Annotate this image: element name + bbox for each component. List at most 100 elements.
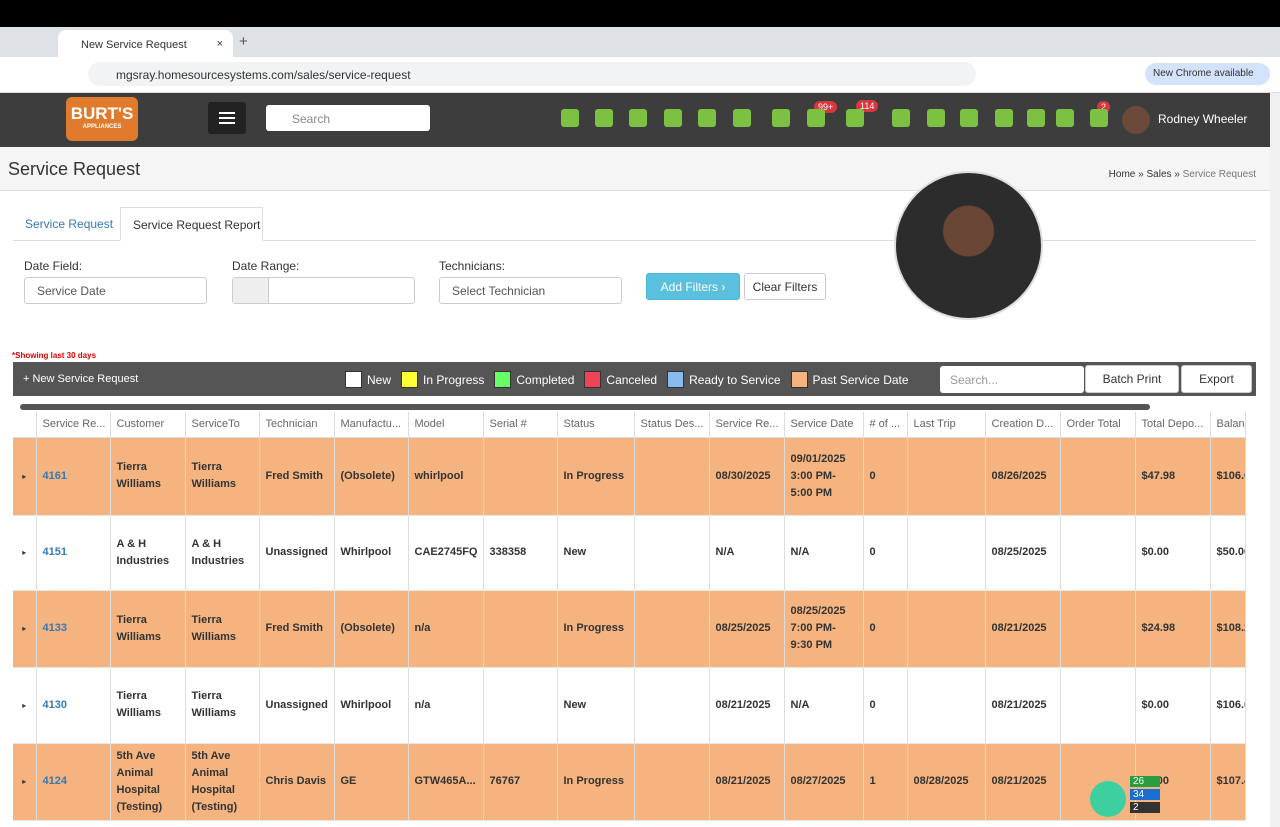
nav-icon[interactable] <box>927 109 945 127</box>
h-scrollbar[interactable] <box>20 404 1150 410</box>
menu-button[interactable] <box>208 102 246 134</box>
nav-icon[interactable] <box>995 109 1013 127</box>
tab-title: New Service Request <box>81 39 187 51</box>
request-link[interactable]: 4130 <box>36 667 111 744</box>
timer-widget[interactable] <box>1090 781 1126 817</box>
nav-icon[interactable] <box>960 109 978 127</box>
nav-icon[interactable] <box>1090 109 1108 127</box>
column-header[interactable]: ServiceTo <box>185 412 260 438</box>
button-text: Add Filters <box>660 279 718 294</box>
update-chip[interactable]: New Chrome available <box>1145 63 1270 85</box>
nav-icon[interactable] <box>561 109 579 127</box>
legend-item: Canceled <box>584 371 657 388</box>
column-header[interactable]: Order Total <box>1060 412 1136 438</box>
cell: 1 <box>863 743 908 821</box>
url-field[interactable]: mgsray.homesourcesystems.com/sales/servi… <box>88 62 976 86</box>
user-name[interactable]: Rodney Wheeler <box>1158 112 1248 126</box>
nav-icon[interactable] <box>595 109 613 127</box>
logo[interactable]: BURT'S APPLIANCES <box>66 97 138 141</box>
nav-icon[interactable] <box>807 109 825 127</box>
new-tab[interactable]: + <box>239 33 248 50</box>
nav-icon[interactable] <box>698 109 716 127</box>
nav-icon[interactable] <box>1056 109 1074 127</box>
expand-toggle[interactable]: ▸ <box>13 515 37 591</box>
column-header[interactable]: Serial # <box>483 412 558 438</box>
column-header[interactable]: Last Trip <box>907 412 986 438</box>
cell: Tierra Williams <box>185 667 260 744</box>
cell: Tierra Williams <box>110 590 186 668</box>
batch-print[interactable]: Batch Print <box>1085 365 1179 393</box>
cell: $0.00 <box>1135 515 1211 591</box>
expand-toggle[interactable]: ▸ <box>13 437 37 516</box>
grid-search[interactable]: Search... <box>940 366 1084 393</box>
cell <box>634 437 710 516</box>
crumb[interactable]: Sales <box>1146 169 1172 180</box>
new-request[interactable]: + New Service Request <box>23 373 139 385</box>
column-header[interactable]: Total Depo... <box>1135 412 1211 438</box>
column-header[interactable]: Service Re... <box>36 412 111 438</box>
cell <box>634 515 710 591</box>
date-field-select[interactable]: Service Date <box>24 277 207 304</box>
column-header[interactable]: Model <box>408 412 484 438</box>
expand-toggle[interactable]: ▸ <box>13 590 37 668</box>
crumb[interactable]: Home <box>1108 169 1136 180</box>
nav-icon[interactable] <box>664 109 682 127</box>
cell: GTW465A... <box>408 743 484 821</box>
nav-icon[interactable] <box>846 109 864 127</box>
technician-select[interactable]: Select Technician <box>439 277 622 304</box>
count[interactable]: 2 <box>1130 802 1160 813</box>
grid-row: ▸ 4151 A & H Industries A & H Industries Una… <box>13 515 1246 591</box>
cell: n/a <box>408 590 484 668</box>
column-header[interactable]: Creation D... <box>985 412 1061 438</box>
browser-tab[interactable]: New Service Request × <box>58 30 233 57</box>
legend-swatch <box>401 371 419 388</box>
request-link[interactable]: 4151 <box>36 515 111 591</box>
clear-filters[interactable]: Clear Filters <box>744 273 826 300</box>
nav-icon[interactable] <box>733 109 751 127</box>
cell: Chris Davis <box>259 743 335 821</box>
nav-icon[interactable] <box>1027 109 1045 127</box>
cell: New <box>557 667 635 744</box>
cell: 08/21/2025 <box>709 743 785 821</box>
logo-sub: APPLIANCES <box>82 124 122 130</box>
nav-icon[interactable] <box>892 109 910 127</box>
add-filters[interactable]: Add Filters › <box>646 273 740 300</box>
v-scrollbar[interactable] <box>1270 93 1280 827</box>
request-link[interactable]: 4124 <box>36 743 111 821</box>
header-search[interactable]: Search <box>266 105 430 131</box>
column-header[interactable]: Service Re... <box>709 412 785 438</box>
count[interactable]: 26 <box>1130 776 1160 787</box>
avatar[interactable] <box>1122 106 1150 134</box>
button-text: New Service Request <box>32 373 139 385</box>
legend-swatch <box>790 371 808 388</box>
request-link[interactable]: 4133 <box>36 590 111 668</box>
expand-toggle[interactable]: ▸ <box>13 667 37 744</box>
column-header[interactable]: Technician <box>259 412 335 438</box>
cell: $108.2 <box>1210 590 1246 668</box>
column-header[interactable]: Manufactu... <box>334 412 409 438</box>
cell: CAE2745FQ <box>408 515 484 591</box>
column-header[interactable]: Service Date <box>784 412 864 438</box>
column-header[interactable]: # of ... <box>863 412 908 438</box>
cell: 08/25/2025 <box>709 590 785 668</box>
tab-active[interactable]: Service Request Report <box>120 207 263 241</box>
cell: N/A <box>709 515 785 591</box>
nav-icon[interactable] <box>629 109 647 127</box>
column-header[interactable]: Status <box>557 412 635 438</box>
count[interactable]: 34 <box>1130 789 1160 800</box>
export[interactable]: Export <box>1181 365 1252 393</box>
cell <box>634 743 710 821</box>
date-range-input[interactable] <box>232 277 415 304</box>
cell: $106.6 <box>1210 437 1246 516</box>
column-header[interactable]: Balance <box>1210 412 1246 438</box>
column-header[interactable]: Customer <box>110 412 186 438</box>
expand-toggle[interactable]: ▸ <box>13 743 37 821</box>
tab[interactable]: Service Request <box>25 217 114 231</box>
cell: Tierra Williams <box>110 437 186 516</box>
nav-icon[interactable] <box>772 109 790 127</box>
column-header[interactable]: Status Des... <box>634 412 710 438</box>
cell: GE <box>334 743 409 821</box>
cell: In Progress <box>557 743 635 821</box>
cell <box>1060 437 1136 516</box>
request-link[interactable]: 4161 <box>36 437 111 516</box>
